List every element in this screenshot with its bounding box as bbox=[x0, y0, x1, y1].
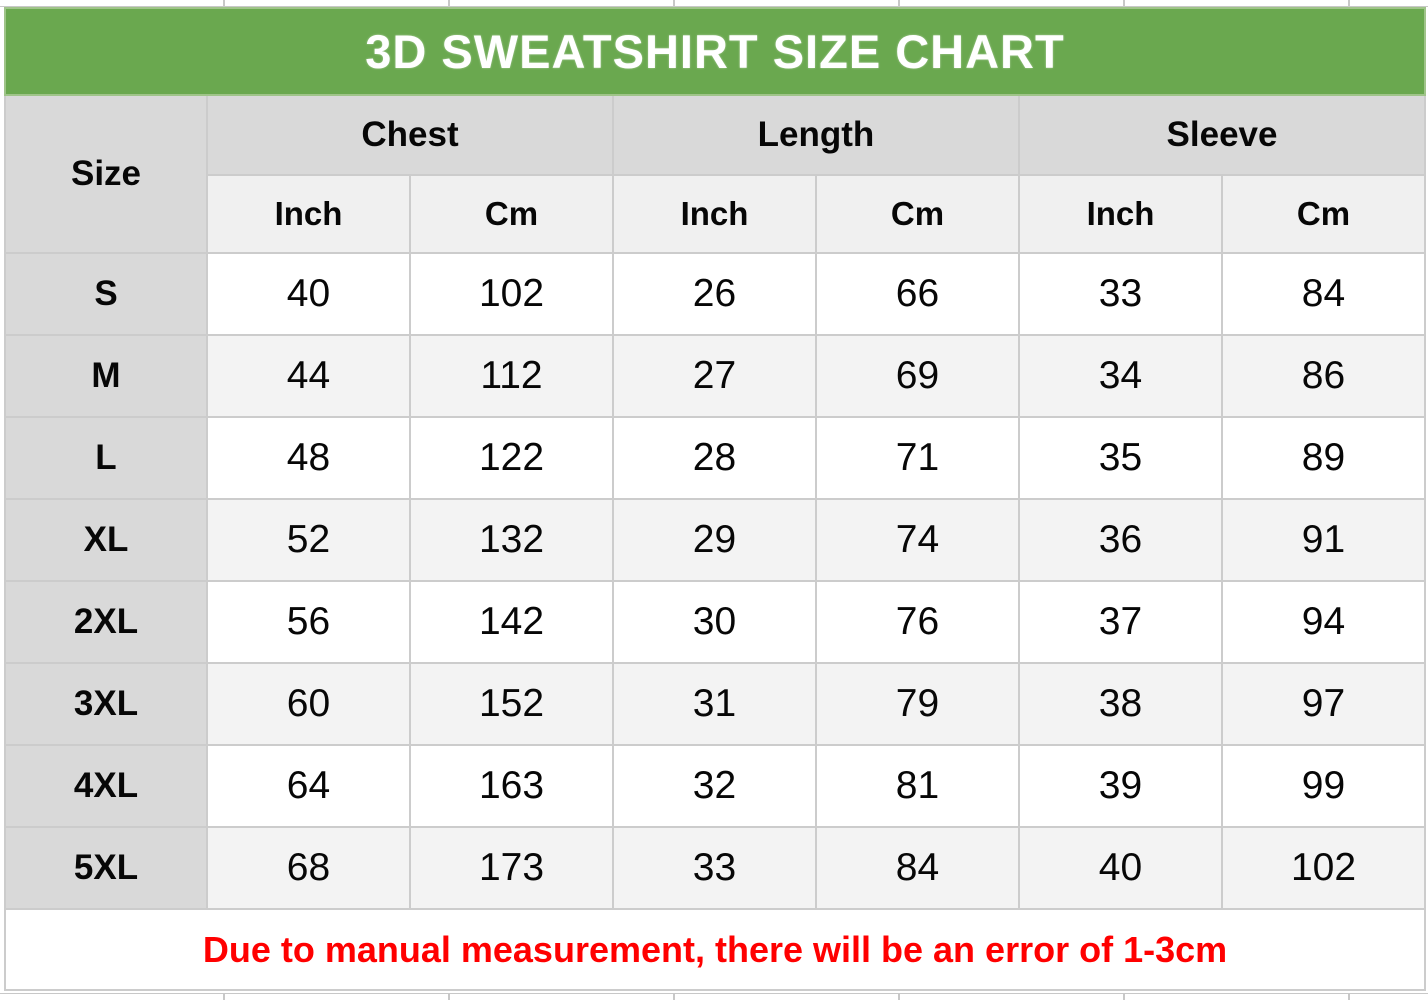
value-cell: 30 bbox=[612, 580, 817, 664]
value-cell: 34 bbox=[1018, 334, 1223, 418]
value-cell: 31 bbox=[612, 662, 817, 746]
partial-gridline-row-bottom bbox=[0, 993, 1428, 1000]
size-column-header: Size bbox=[4, 94, 208, 254]
value-cell: 64 bbox=[206, 744, 411, 828]
size-chart-table: 3D SWEATSHIRT SIZE CHART Size Chest Leng… bbox=[4, 7, 1426, 991]
unit-header-sleeve-cm: Cm bbox=[1221, 174, 1426, 254]
group-header-length: Length bbox=[612, 94, 1020, 176]
value-cell: 94 bbox=[1221, 580, 1426, 664]
value-cell: 48 bbox=[206, 416, 411, 500]
unit-header-length-cm: Cm bbox=[815, 174, 1020, 254]
unit-header-sleeve-inch: Inch bbox=[1018, 174, 1223, 254]
group-header-row: Size Chest Length Sleeve bbox=[4, 94, 1426, 254]
value-cell: 32 bbox=[612, 744, 817, 828]
value-cell: 97 bbox=[1221, 662, 1426, 746]
value-cell: 35 bbox=[1018, 416, 1223, 500]
size-cell: 2XL bbox=[4, 580, 208, 664]
unit-header-chest-inch: Inch bbox=[206, 174, 411, 254]
value-cell: 33 bbox=[612, 826, 817, 910]
measurement-note: Due to manual measurement, there will be… bbox=[4, 908, 1426, 991]
title-row: 3D SWEATSHIRT SIZE CHART bbox=[4, 7, 1426, 96]
value-cell: 122 bbox=[409, 416, 614, 500]
value-cell: 173 bbox=[409, 826, 614, 910]
size-cell: S bbox=[4, 252, 208, 336]
value-cell: 163 bbox=[409, 744, 614, 828]
table-row-s: S 40 102 26 66 33 84 bbox=[4, 252, 1426, 336]
value-cell: 132 bbox=[409, 498, 614, 582]
value-cell: 142 bbox=[409, 580, 614, 664]
value-cell: 84 bbox=[1221, 252, 1426, 336]
value-cell: 38 bbox=[1018, 662, 1223, 746]
value-cell: 84 bbox=[815, 826, 1020, 910]
value-cell: 60 bbox=[206, 662, 411, 746]
size-cell: L bbox=[4, 416, 208, 500]
table-row-2xl: 2XL 56 142 30 76 37 94 bbox=[4, 580, 1426, 664]
value-cell: 33 bbox=[1018, 252, 1223, 336]
value-cell: 28 bbox=[612, 416, 817, 500]
size-cell: M bbox=[4, 334, 208, 418]
value-cell: 102 bbox=[409, 252, 614, 336]
value-cell: 69 bbox=[815, 334, 1020, 418]
value-cell: 44 bbox=[206, 334, 411, 418]
value-cell: 39 bbox=[1018, 744, 1223, 828]
value-cell: 66 bbox=[815, 252, 1020, 336]
value-cell: 68 bbox=[206, 826, 411, 910]
value-cell: 40 bbox=[1018, 826, 1223, 910]
unit-header-chest-cm: Cm bbox=[409, 174, 614, 254]
value-cell: 37 bbox=[1018, 580, 1223, 664]
value-cell: 81 bbox=[815, 744, 1020, 828]
value-cell: 91 bbox=[1221, 498, 1426, 582]
value-cell: 152 bbox=[409, 662, 614, 746]
partial-gridline-row-top bbox=[0, 0, 1428, 7]
size-cell: 4XL bbox=[4, 744, 208, 828]
table-row-3xl: 3XL 60 152 31 79 38 97 bbox=[4, 662, 1426, 746]
value-cell: 36 bbox=[1018, 498, 1223, 582]
size-cell: 5XL bbox=[4, 826, 208, 910]
note-row: Due to manual measurement, there will be… bbox=[4, 908, 1426, 991]
value-cell: 71 bbox=[815, 416, 1020, 500]
value-cell: 27 bbox=[612, 334, 817, 418]
value-cell: 26 bbox=[612, 252, 817, 336]
value-cell: 86 bbox=[1221, 334, 1426, 418]
value-cell: 74 bbox=[815, 498, 1020, 582]
value-cell: 52 bbox=[206, 498, 411, 582]
value-cell: 112 bbox=[409, 334, 614, 418]
value-cell: 29 bbox=[612, 498, 817, 582]
table-row-5xl: 5XL 68 173 33 84 40 102 bbox=[4, 826, 1426, 910]
size-cell: 3XL bbox=[4, 662, 208, 746]
table-row-l: L 48 122 28 71 35 89 bbox=[4, 416, 1426, 500]
group-header-sleeve: Sleeve bbox=[1018, 94, 1426, 176]
unit-header-length-inch: Inch bbox=[612, 174, 817, 254]
value-cell: 102 bbox=[1221, 826, 1426, 910]
value-cell: 89 bbox=[1221, 416, 1426, 500]
value-cell: 99 bbox=[1221, 744, 1426, 828]
table-row-m: M 44 112 27 69 34 86 bbox=[4, 334, 1426, 418]
value-cell: 40 bbox=[206, 252, 411, 336]
value-cell: 79 bbox=[815, 662, 1020, 746]
table-row-xl: XL 52 132 29 74 36 91 bbox=[4, 498, 1426, 582]
value-cell: 56 bbox=[206, 580, 411, 664]
unit-header-row: Inch Cm Inch Cm Inch Cm bbox=[5, 174, 1426, 254]
size-cell: XL bbox=[4, 498, 208, 582]
chart-title: 3D SWEATSHIRT SIZE CHART bbox=[4, 7, 1426, 96]
group-header-chest: Chest bbox=[206, 94, 614, 176]
table-row-4xl: 4XL 64 163 32 81 39 99 bbox=[4, 744, 1426, 828]
value-cell: 76 bbox=[815, 580, 1020, 664]
